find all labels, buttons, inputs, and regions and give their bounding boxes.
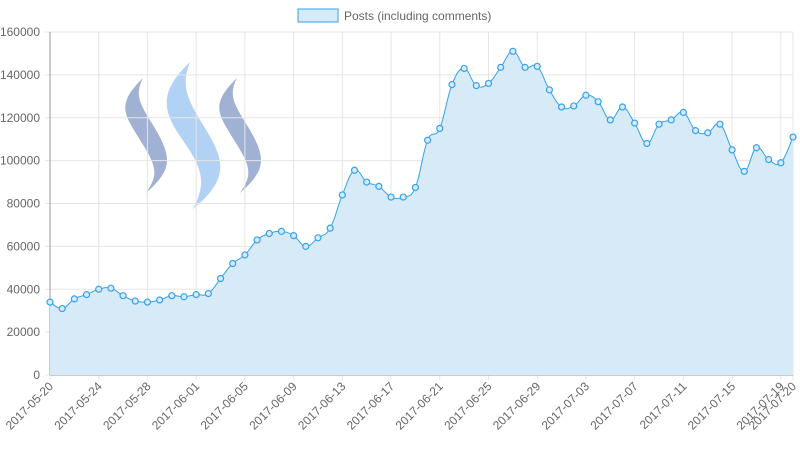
point (704, 129, 712, 137)
point (631, 119, 639, 127)
x-tick-label: 2017-07-07 (587, 379, 641, 433)
steem-logo (125, 62, 261, 209)
point (70, 295, 78, 303)
point (277, 227, 286, 235)
point (229, 259, 237, 268)
point (545, 86, 553, 94)
point (107, 284, 115, 292)
x-tick-label: 2017-06-05 (198, 379, 252, 433)
point (789, 133, 797, 141)
point (265, 229, 273, 238)
point (497, 63, 505, 71)
point (290, 232, 298, 240)
point (82, 291, 91, 299)
point (777, 159, 785, 167)
x-tick-label: 2017-05-24 (52, 379, 106, 433)
point (521, 63, 529, 71)
area (50, 51, 793, 375)
point (728, 146, 736, 154)
y-tick-label: 20000 (7, 325, 41, 339)
x-tick-label: 2017-07-15 (685, 379, 739, 433)
point (667, 116, 675, 124)
point (156, 296, 164, 304)
point (302, 242, 310, 250)
x-tick-label: 2017-06-25 (441, 379, 495, 433)
point (643, 139, 651, 148)
point (192, 291, 200, 299)
point (570, 102, 578, 110)
point (533, 62, 541, 70)
point (253, 236, 261, 244)
x-tick-label: 2017-06-21 (393, 379, 447, 433)
point (363, 178, 371, 186)
point (241, 251, 249, 259)
point (143, 298, 152, 306)
point (423, 136, 432, 144)
point (119, 292, 127, 300)
point (436, 124, 444, 133)
point (95, 285, 103, 293)
point (375, 182, 383, 190)
point (326, 224, 334, 232)
point (460, 64, 468, 73)
y-tick-label: 40000 (7, 282, 41, 296)
x-tick-label: 2017-06-09 (246, 379, 300, 433)
point (655, 120, 663, 128)
point (314, 234, 322, 242)
point (168, 292, 176, 300)
point (618, 103, 627, 111)
legend-swatch (297, 8, 339, 23)
x-tick-label: 2017-05-28 (100, 379, 154, 433)
x-tick-label: 2017-06-17 (344, 379, 398, 433)
y-tick-label: 160000 (0, 25, 40, 39)
y-tick-label: 80000 (7, 197, 41, 211)
point (594, 98, 602, 106)
y-tick-label: 0 (33, 368, 40, 382)
point (582, 91, 590, 99)
point (752, 144, 761, 152)
point (557, 103, 566, 111)
point (204, 289, 212, 298)
point (448, 80, 456, 89)
x-tick-label: 2017-05-20 (3, 379, 57, 433)
point (716, 120, 724, 128)
point (216, 274, 225, 283)
y-tick-label: 60000 (7, 239, 41, 253)
point (679, 108, 687, 116)
y-tick-label: 100000 (0, 154, 40, 168)
x-tick-label: 2017-07-03 (539, 379, 593, 433)
point (46, 298, 54, 306)
point (350, 166, 359, 174)
x-tick-label: 2017-06-29 (490, 379, 544, 433)
point (411, 183, 420, 192)
point (131, 297, 139, 305)
x-tick-label: 2017-06-01 (149, 379, 203, 433)
point (180, 293, 188, 301)
point (472, 81, 480, 90)
point (484, 79, 493, 88)
point (399, 193, 407, 201)
point (606, 116, 614, 124)
y-tick-label: 140000 (0, 68, 40, 82)
point (387, 193, 395, 201)
point (765, 155, 773, 164)
point (509, 47, 517, 55)
point (338, 191, 346, 199)
x-tick-label: 2017-06-13 (295, 379, 349, 433)
point (691, 127, 700, 135)
y-tick-label: 120000 (0, 111, 40, 125)
point (58, 304, 66, 313)
point (740, 167, 748, 175)
x-tick-label: 2017-07-11 (637, 379, 690, 432)
legend-label: Posts (including comments) (344, 9, 491, 23)
